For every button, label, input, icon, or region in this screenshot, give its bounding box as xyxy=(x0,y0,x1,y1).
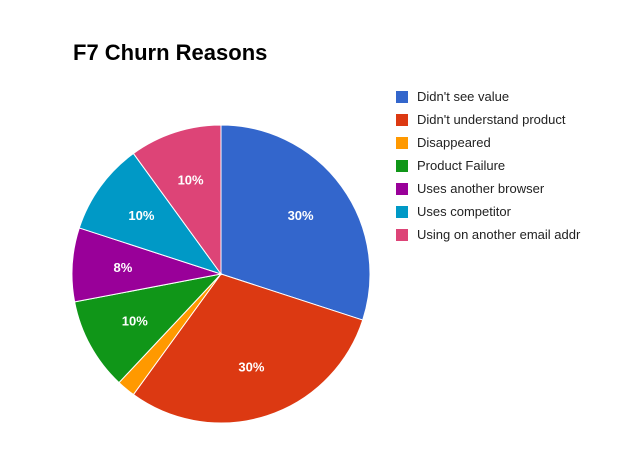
legend-label: Didn't see value xyxy=(417,89,510,104)
legend-item-disappeared[interactable]: Disappeared xyxy=(396,134,616,151)
pie-slice-uses-competitor[interactable] xyxy=(78,152,223,275)
slice-label-didn-t-see-value: 30% xyxy=(288,208,314,223)
legend-item-uses-another-browser[interactable]: Uses another browser xyxy=(396,180,616,197)
legend-swatch xyxy=(396,229,408,241)
legend-label: Using on another email addr xyxy=(417,227,581,242)
slice-label-using-on-another-email-addr: 10% xyxy=(178,173,204,188)
legend-swatch xyxy=(396,160,408,172)
chart-title: F7 Churn Reasons xyxy=(73,40,268,65)
legend-item-didn-t-see-value[interactable]: Didn't see value xyxy=(396,88,616,105)
slice-label-didn-t-understand-product: 30% xyxy=(238,360,264,375)
pie-slice-using-on-another-email-addr[interactable] xyxy=(132,124,222,276)
legend-item-didn-t-understand-product[interactable]: Didn't understand product xyxy=(396,111,616,128)
legend-label: Didn't understand product xyxy=(417,112,566,127)
legend-swatch xyxy=(396,206,408,218)
slice-label-uses-competitor: 10% xyxy=(128,208,154,223)
legend-swatch xyxy=(396,91,408,103)
slice-label-uses-another-browser: 8% xyxy=(114,260,133,275)
pie-slices xyxy=(71,124,371,424)
legend-label: Disappeared xyxy=(417,135,491,150)
legend-label: Product Failure xyxy=(417,158,506,173)
slice-label-product-failure: 10% xyxy=(122,313,148,328)
legend-swatch xyxy=(396,137,408,149)
pie-slice-labels: 30% 30% 10% 8% 10% 10% xyxy=(114,173,315,375)
legend-swatch xyxy=(396,114,408,126)
legend-label: Uses another browser xyxy=(417,181,545,196)
legend-item-product-failure[interactable]: Product Failure xyxy=(396,157,616,174)
pie-slice-didn-t-see-value[interactable] xyxy=(220,124,371,321)
legend-item-using-on-another-email-addr[interactable]: Using on another email addr xyxy=(396,226,616,243)
pie-slice-didn-t-understand-product[interactable] xyxy=(132,273,364,424)
legend-item-uses-competitor[interactable]: Uses competitor xyxy=(396,203,616,220)
legend-label: Uses competitor xyxy=(417,204,511,219)
legend-swatch xyxy=(396,183,408,195)
pie-slice-product-failure[interactable] xyxy=(74,273,223,384)
legend: Didn't see value Didn't understand produc… xyxy=(396,88,616,249)
